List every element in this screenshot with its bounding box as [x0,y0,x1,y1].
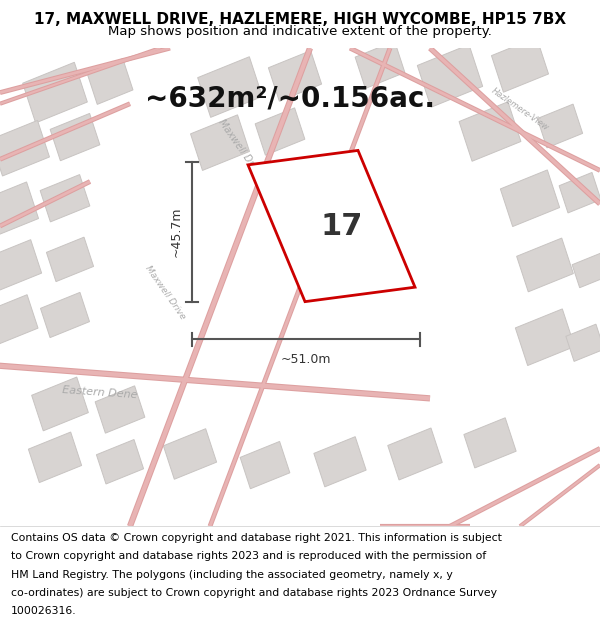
Polygon shape [163,429,217,479]
Polygon shape [572,253,600,288]
Polygon shape [500,170,560,226]
Polygon shape [50,113,100,161]
Polygon shape [87,59,133,104]
Polygon shape [491,38,548,92]
Text: co-ordinates) are subject to Crown copyright and database rights 2023 Ordnance S: co-ordinates) are subject to Crown copyr… [11,588,497,598]
Polygon shape [40,174,90,222]
Text: ~632m²/~0.156ac.: ~632m²/~0.156ac. [145,84,435,112]
Polygon shape [0,121,49,176]
Polygon shape [314,437,366,487]
Text: to Crown copyright and database rights 2023 and is reproduced with the permissio: to Crown copyright and database rights 2… [11,551,486,561]
Polygon shape [191,115,250,171]
Text: 17: 17 [320,211,362,241]
Polygon shape [566,324,600,361]
Polygon shape [0,239,41,290]
Polygon shape [418,44,482,107]
Polygon shape [23,62,88,123]
Polygon shape [459,102,521,161]
Polygon shape [464,418,516,468]
Polygon shape [517,238,574,292]
Polygon shape [248,151,415,302]
Text: Maxwell Drive: Maxwell Drive [143,264,187,321]
Text: ~51.0m: ~51.0m [281,353,331,366]
Polygon shape [388,428,442,480]
Polygon shape [28,432,82,482]
Polygon shape [0,295,38,346]
Polygon shape [40,292,89,338]
Polygon shape [515,309,575,366]
Text: Hazlemere-View: Hazlemere-View [490,86,550,132]
Polygon shape [46,237,94,282]
Text: ~45.7m: ~45.7m [170,206,182,257]
Polygon shape [268,51,322,101]
Polygon shape [32,377,88,431]
Text: Maxwell Drive: Maxwell Drive [216,117,264,179]
Text: 17, MAXWELL DRIVE, HAZLEMERE, HIGH WYCOMBE, HP15 7BX: 17, MAXWELL DRIVE, HAZLEMERE, HIGH WYCOM… [34,12,566,27]
Polygon shape [240,441,290,489]
Polygon shape [0,182,38,237]
Text: 100026316.: 100026316. [11,606,76,616]
Text: Eastern Dene: Eastern Dene [62,385,138,401]
Polygon shape [197,57,262,118]
Text: Contains OS data © Crown copyright and database right 2021. This information is : Contains OS data © Crown copyright and d… [11,533,502,543]
Polygon shape [95,386,145,433]
Text: HM Land Registry. The polygons (including the associated geometry, namely x, y: HM Land Registry. The polygons (includin… [11,570,452,580]
Polygon shape [355,41,405,89]
Polygon shape [97,439,143,484]
Polygon shape [255,108,305,155]
Polygon shape [538,104,583,148]
Polygon shape [559,173,600,213]
Text: Map shows position and indicative extent of the property.: Map shows position and indicative extent… [108,24,492,38]
